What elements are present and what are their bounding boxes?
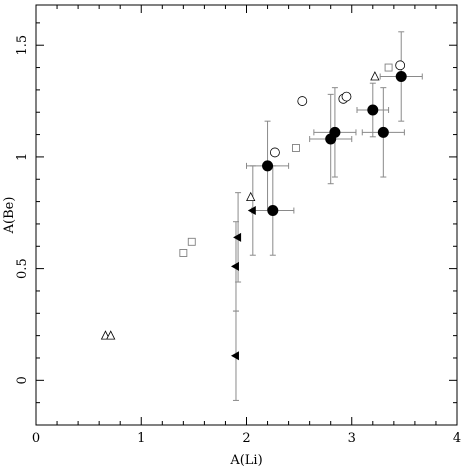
left-triangle-point (230, 261, 239, 271)
plot-frame (35, 4, 458, 426)
open-square-point (292, 144, 300, 152)
left-triangle-point (230, 351, 239, 361)
y-tick-label: 0 (15, 376, 30, 384)
x-tick-label: 0 (32, 431, 40, 446)
open-square-point (179, 249, 188, 257)
open-triangle-point (246, 191, 256, 202)
x-tick-label: 3 (348, 431, 356, 446)
filled-circle-point (377, 126, 389, 138)
axis-ticks (35, 5, 458, 426)
filled-circle-point (395, 70, 407, 82)
x-axis-label: A(Li) (229, 453, 262, 468)
x-tick-label: 4 (453, 431, 461, 446)
open-circle-point (395, 60, 406, 71)
open-square-point (187, 237, 196, 246)
open-circle-point (270, 147, 280, 158)
x-tick-label: 2 (242, 431, 250, 446)
left-triangle-point (233, 232, 242, 242)
open-circle-point (297, 96, 308, 106)
axis-tick-labels: 0 1 2 3 4 0 0.5 1 1.5 (15, 35, 461, 446)
y-tick-label: 0.5 (15, 258, 30, 279)
filled-circle-point (267, 205, 279, 217)
open-triangle-point (106, 330, 116, 340)
data-points (100, 60, 407, 361)
filled-circle-point (329, 126, 341, 138)
filled-circle-point (262, 160, 274, 172)
open-triangle-point (370, 71, 380, 81)
y-tick-label: 1 (15, 153, 30, 161)
open-circle-point (341, 91, 352, 102)
open-square-point (384, 63, 393, 72)
x-tick-label: 1 (137, 431, 145, 446)
filled-circle-point (367, 104, 379, 116)
error-bars (232, 31, 423, 401)
y-tick-label: 1.5 (15, 35, 30, 56)
y-axis-label: A(Be) (2, 197, 17, 235)
left-triangle-point (247, 206, 256, 216)
